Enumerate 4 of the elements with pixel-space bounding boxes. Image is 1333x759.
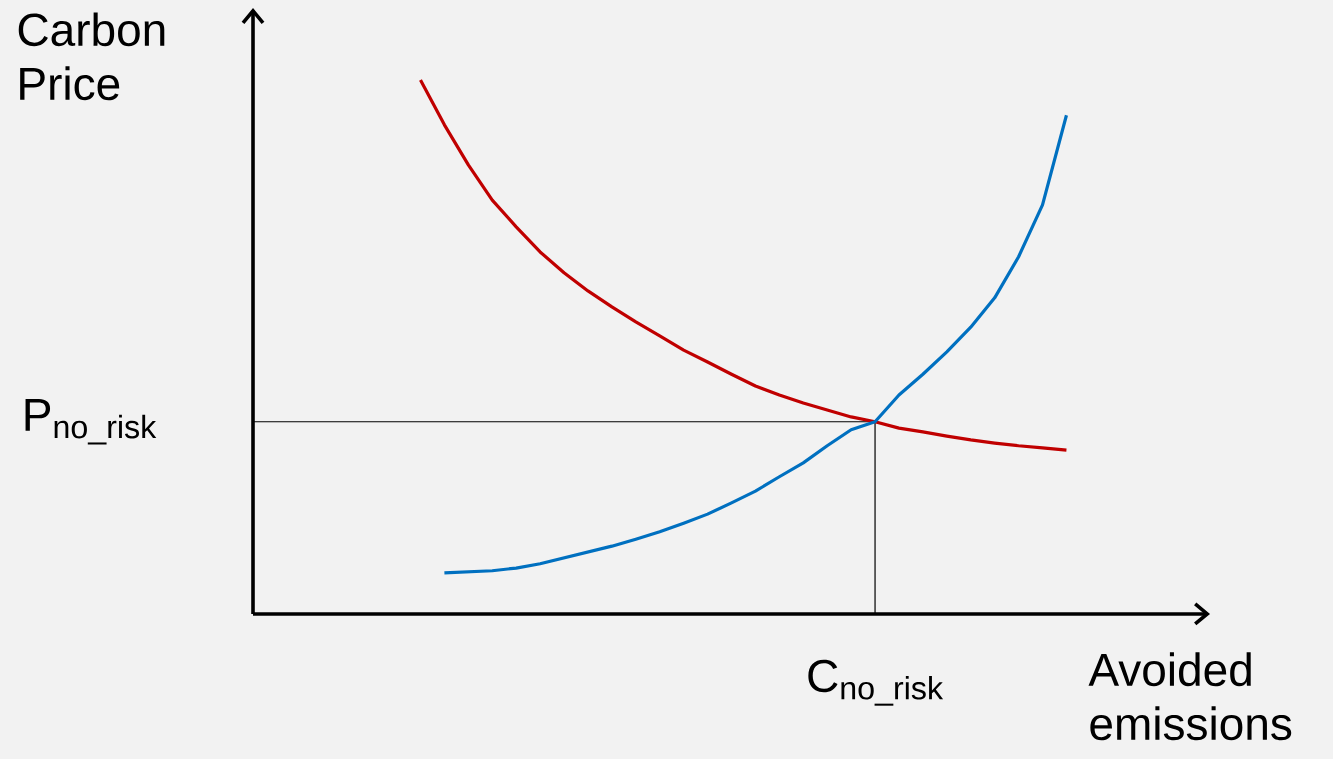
text: C$_{no_risk}$	[808, 659, 944, 706]
x-axis-title: Avoided emissions	[1088, 652, 1292, 741]
ref-line-label: P$_{no_risk}$	[25, 398, 157, 445]
y-axis-title: Carbon Price	[18, 12, 165, 101]
